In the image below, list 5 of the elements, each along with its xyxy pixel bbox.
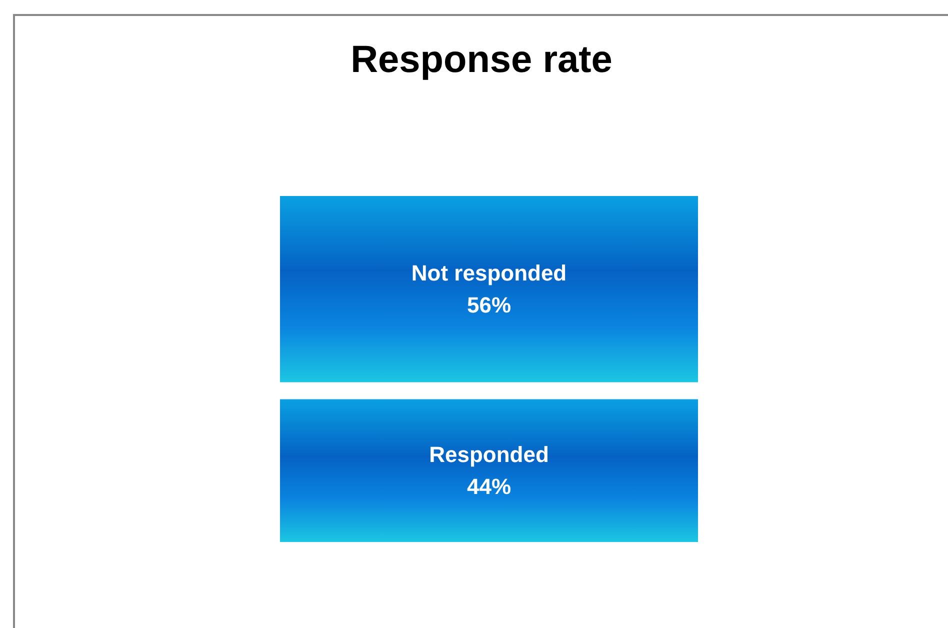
category-label: Not responded (411, 260, 567, 286)
data-label: 56% (466, 292, 512, 318)
category-label: Responded (429, 442, 549, 468)
text: Response rate (350, 39, 612, 81)
data-label: 44% (466, 474, 512, 500)
